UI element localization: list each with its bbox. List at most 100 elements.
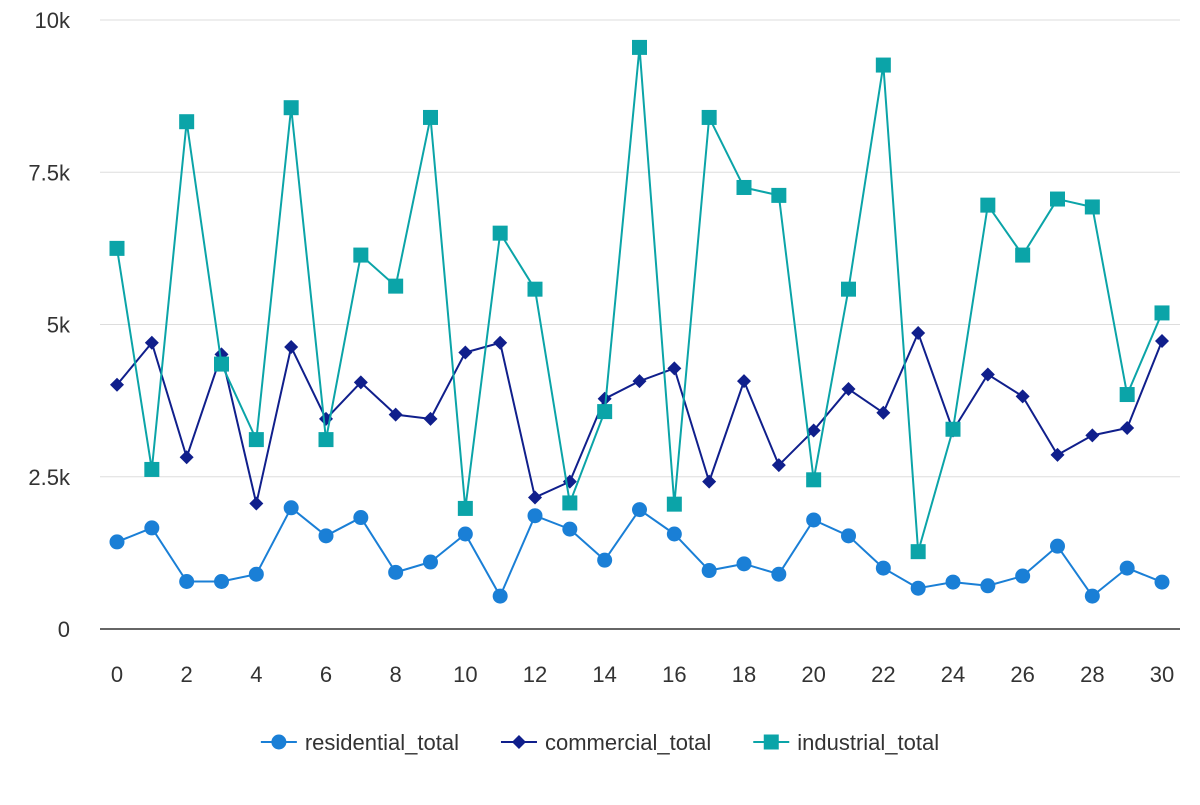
data-point (562, 495, 578, 511)
data-point (666, 526, 682, 542)
data-point (910, 580, 926, 596)
y-tick-label: 2.5k (28, 465, 71, 490)
data-point (144, 461, 160, 477)
x-tick-label: 8 (390, 662, 402, 687)
y-tick-label: 7.5k (28, 160, 71, 185)
data-point (1119, 387, 1135, 403)
series-commercial_total (110, 326, 1169, 511)
x-tick-label: 22 (871, 662, 895, 687)
data-point (597, 391, 612, 406)
data-point (248, 566, 264, 582)
x-tick-label: 2 (181, 662, 193, 687)
data-point (493, 335, 508, 350)
data-point (1154, 574, 1170, 590)
data-point (980, 367, 995, 382)
data-point (702, 474, 717, 489)
data-point (109, 534, 125, 550)
legend-item[interactable]: residential_total (260, 730, 459, 755)
data-point (562, 521, 578, 537)
data-point (318, 432, 334, 448)
series-industrial_total (109, 39, 1170, 560)
x-tick-label: 28 (1080, 662, 1104, 687)
legend-marker-icon (271, 734, 287, 750)
y-tick-label: 10k (35, 8, 71, 33)
data-point (945, 574, 961, 590)
data-point (841, 528, 856, 544)
data-point (179, 450, 194, 465)
data-point (1015, 389, 1030, 404)
data-point (283, 100, 299, 116)
data-point (492, 225, 508, 241)
data-point (1015, 568, 1031, 584)
data-point (597, 552, 613, 568)
data-point (283, 500, 299, 516)
y-tick-label: 0 (58, 617, 70, 642)
x-tick-label: 20 (801, 662, 825, 687)
data-point (1120, 421, 1135, 436)
data-point (109, 240, 125, 256)
legend-label: residential_total (305, 730, 459, 755)
legend-item[interactable]: industrial_total (753, 730, 939, 755)
data-point (388, 278, 404, 294)
x-tick-label: 4 (250, 662, 262, 687)
x-tick-label: 0 (111, 662, 123, 687)
series-line (116, 332, 1163, 505)
series-line (116, 506, 1163, 598)
x-tick-label: 12 (523, 662, 547, 687)
data-point (144, 335, 159, 350)
data-point (737, 374, 751, 389)
data-point (701, 109, 717, 125)
series-residential_total (109, 500, 1170, 604)
data-point (736, 179, 752, 195)
data-point (457, 526, 473, 542)
data-point (458, 345, 473, 360)
legend-item[interactable]: commercial_total (500, 730, 711, 755)
data-point (1015, 247, 1031, 263)
series-line (116, 46, 1163, 553)
data-point (353, 375, 368, 390)
data-point (771, 458, 786, 473)
legend-label: commercial_total (545, 730, 711, 755)
data-point (249, 496, 264, 511)
x-tick-label: 6 (320, 662, 332, 687)
data-point (911, 326, 926, 341)
data-point (632, 39, 647, 55)
x-tick-label: 16 (662, 662, 686, 687)
data-point (144, 520, 160, 536)
y-tick-label: 5k (47, 313, 71, 338)
data-point (353, 510, 369, 526)
data-point (701, 563, 717, 579)
data-point (318, 528, 334, 544)
data-point (875, 57, 891, 73)
x-tick-label: 18 (732, 662, 756, 687)
data-point (632, 374, 647, 389)
data-point (806, 472, 822, 488)
data-point (806, 512, 822, 528)
data-point (945, 421, 961, 437)
data-point (1085, 428, 1100, 443)
data-series (109, 39, 1170, 604)
data-point (248, 432, 264, 448)
legend-marker-icon (763, 734, 779, 750)
data-point (527, 281, 543, 297)
x-tick-label: 30 (1150, 662, 1174, 687)
data-point (1154, 305, 1170, 321)
data-point (632, 502, 647, 518)
data-point (457, 500, 473, 516)
data-point (179, 573, 195, 589)
data-point (423, 411, 438, 426)
data-point (388, 564, 404, 580)
x-tick-label: 10 (453, 662, 477, 687)
x-tick-label: 26 (1010, 662, 1034, 687)
data-point (910, 544, 926, 560)
x-tick-label: 24 (941, 662, 965, 687)
data-point (492, 588, 508, 604)
data-point (1084, 588, 1100, 604)
data-point (528, 490, 542, 505)
gridlines (100, 19, 1180, 478)
data-point (667, 361, 682, 376)
data-point (980, 197, 996, 213)
data-point (1050, 191, 1065, 207)
data-point (423, 109, 438, 125)
